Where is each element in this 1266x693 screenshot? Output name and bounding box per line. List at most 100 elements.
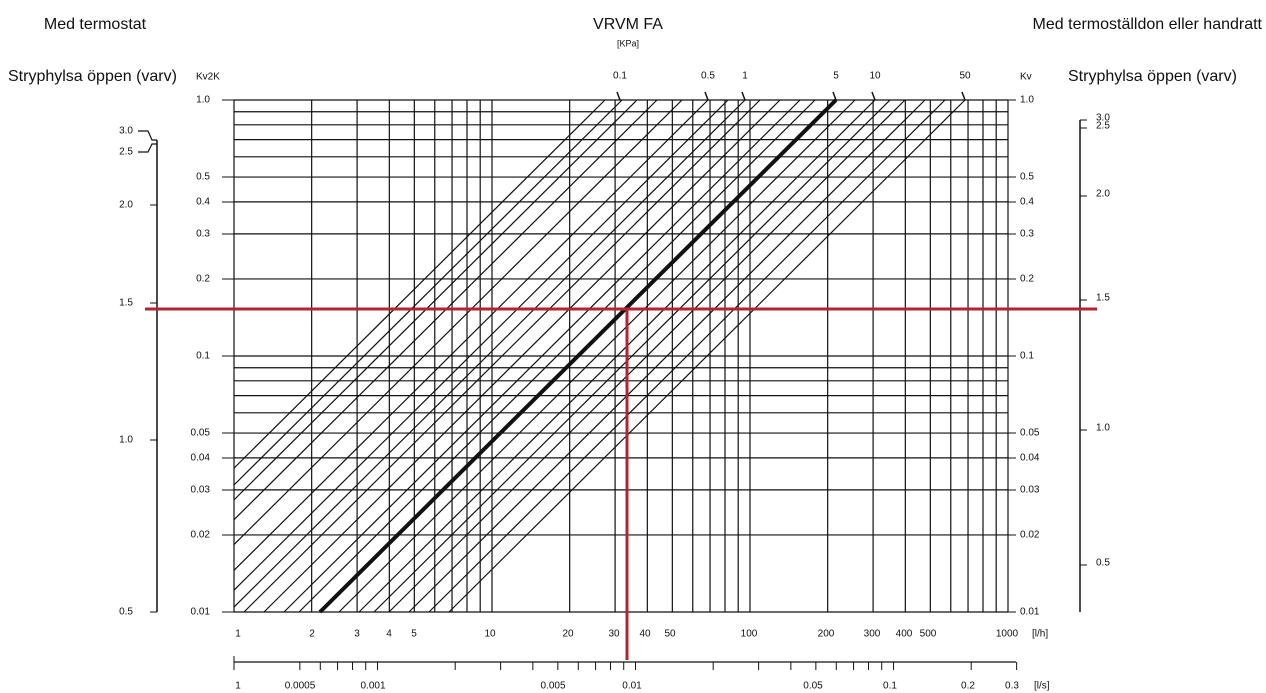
tick [741, 91, 746, 101]
unit: [KPa] [617, 38, 639, 48]
header-right: Med termoställdon eller handratt [1033, 16, 1263, 33]
pressure-line [448, 99, 966, 613]
kv2k-tick-label: 0.01 [191, 607, 211, 618]
bracket [138, 130, 157, 153]
kv2k-tick-label: 0.1 [196, 351, 210, 362]
kv-tick-label: 0.04 [1020, 453, 1040, 464]
kv2k-tick-label: 0.3 [196, 229, 210, 240]
lh-tick-label: 1000 [996, 629, 1019, 640]
pressure-line [233, 99, 683, 545]
lh-tick-label: 40 [639, 629, 651, 640]
ls-tick-label: 0.2 [961, 681, 975, 692]
kv-tick-label: 0.3 [1020, 229, 1034, 240]
header-left: Med termostat [44, 16, 147, 33]
kv-tick-label: 0.1 [1020, 351, 1034, 362]
tick [832, 91, 837, 101]
lh-tick-label: 10 [484, 629, 496, 640]
lh-unit: [l/h] [1032, 629, 1048, 640]
kv2k-title: Kv2K [196, 72, 220, 83]
right-scale-label: 0.5 [1096, 558, 1110, 569]
kv-tick-label: 0.5 [1020, 172, 1034, 183]
left-scale-label: 1.0 [119, 435, 133, 446]
ls-tick-label: 0.001 [360, 681, 385, 692]
tick [704, 91, 709, 101]
kv2k-tick-label: 0.4 [196, 197, 210, 208]
kv-title: Kv [1020, 72, 1032, 83]
lh-tick-label: 2 [309, 629, 315, 640]
ls-tick-label: 0.0005 [285, 681, 316, 692]
ls-tick-label: 0.01 [622, 681, 642, 692]
ls-tick-label: 1 [235, 681, 241, 692]
pressure-line [233, 99, 709, 571]
pressure-line [233, 99, 729, 591]
lh-tick-label: 3 [354, 629, 360, 640]
kv-tick-label: 1.0 [1020, 95, 1034, 106]
title: VRVM FA [593, 16, 663, 33]
lh-tick-label: 200 [818, 629, 835, 640]
pressure-line [243, 99, 761, 613]
pressure-line [233, 99, 638, 501]
lh-tick-label: 5 [411, 629, 417, 640]
tick [961, 91, 966, 101]
kv2k-tick-label: 0.5 [196, 172, 210, 183]
pressure-line [358, 99, 876, 613]
pressure-tick-label: 5 [833, 71, 839, 82]
lh-tick-label: 300 [864, 629, 881, 640]
ls-tick-label: 0.3 [1005, 681, 1019, 692]
kv-tick-label: 0.4 [1020, 197, 1034, 208]
lh-tick-label: 100 [741, 629, 758, 640]
right-scale-label: 2.5 [1096, 121, 1110, 132]
pressure-tick-label: 0.5 [701, 71, 715, 82]
kv2k-tick-label: 0.04 [191, 453, 211, 464]
kv-tick-label: 0.01 [1020, 607, 1040, 618]
lh-tick-label: 400 [896, 629, 913, 640]
right-scale-label: 1.5 [1096, 293, 1110, 304]
right-scale-label: 2.0 [1096, 189, 1110, 200]
lh-tick-label: 30 [608, 629, 620, 640]
pressure-line [298, 99, 816, 613]
pressure-line [233, 99, 746, 608]
kv2k-tick-label: 0.03 [191, 485, 211, 496]
lh-tick-label: 50 [664, 629, 676, 640]
kv-tick-label: 0.02 [1020, 530, 1040, 541]
pressure-line [338, 99, 856, 613]
tick [871, 91, 876, 101]
pressure-line [263, 99, 781, 613]
pressure-line [408, 99, 926, 613]
pressure-line [388, 99, 906, 613]
pressure-line [233, 99, 606, 469]
left-scale-label: 2.5 [119, 147, 133, 158]
right-scale-label: 1.0 [1096, 423, 1110, 434]
pressure-line [318, 98, 838, 614]
kv2k-tick-label: 1.0 [196, 95, 210, 106]
pressure-tick-label: 50 [959, 71, 971, 82]
right-scale-label: 3.0 [1096, 113, 1110, 124]
pressure-tick-label: 0.1 [613, 71, 627, 82]
pressure-tick-label: 1 [742, 71, 748, 82]
left-scale-label: 0.5 [119, 607, 133, 618]
left-scale-title: Stryphylsa öppen (varv) [8, 68, 177, 85]
lh-tick-label: 1 [235, 629, 241, 640]
kv-tick-label: 0.2 [1020, 274, 1034, 285]
kv2k-tick-label: 0.05 [191, 428, 211, 439]
pressure-line [233, 99, 623, 486]
left-scale-label: 3.0 [119, 126, 133, 137]
kv-tick-label: 0.05 [1020, 428, 1040, 439]
kv2k-tick-label: 0.2 [196, 274, 210, 285]
ls-tick-label: 0.1 [883, 681, 897, 692]
pressure-line [283, 99, 801, 613]
kv-tick-label: 0.03 [1020, 485, 1040, 496]
lh-tick-label: 4 [386, 629, 392, 640]
pressure-tick-label: 10 [869, 71, 881, 82]
ls-unit: [l/s] [1034, 681, 1050, 692]
left-scale-label: 1.5 [119, 298, 133, 309]
ls-tick-label: 0.05 [803, 681, 823, 692]
pressure-line [428, 99, 946, 613]
lh-tick-label: 20 [562, 629, 574, 640]
kv2k-tick-label: 0.02 [191, 530, 211, 541]
ls-tick-label: 0.005 [540, 681, 565, 692]
pressure-line [373, 99, 891, 613]
left-scale-label: 2.0 [119, 200, 133, 211]
tick [616, 91, 621, 101]
